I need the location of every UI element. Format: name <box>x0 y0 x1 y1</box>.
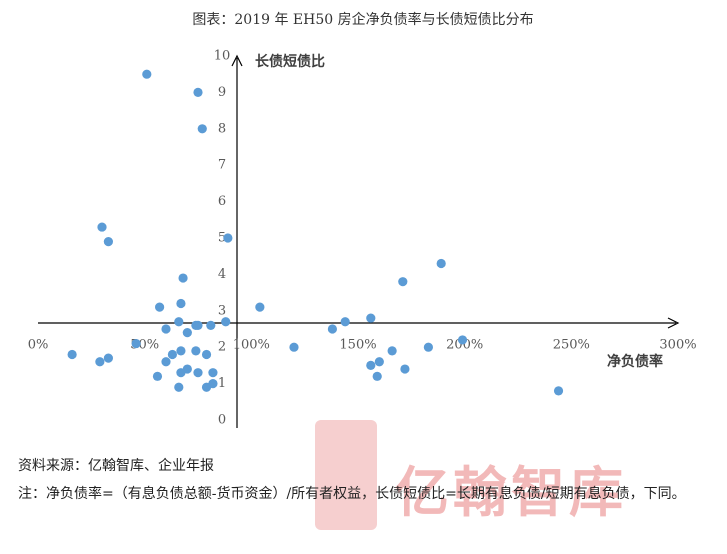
point <box>327 324 337 334</box>
point <box>255 302 265 312</box>
y-tick-label: 0 <box>218 413 226 428</box>
point <box>178 273 188 283</box>
note: 注：净负债率=（有息负债总额-货币资金）/所有者权益，长债短债比=长期有息负债/… <box>18 486 686 502</box>
point <box>372 371 382 381</box>
point <box>103 353 113 363</box>
point <box>103 237 113 247</box>
point <box>142 69 152 79</box>
point <box>208 368 218 378</box>
notes: 资料来源：亿翰智库、企业年报 注：净负债率=（有息负债总额-货币资金）/所有者权… <box>18 452 718 508</box>
y-tick-label: 7 <box>218 158 226 173</box>
point <box>67 349 77 360</box>
x-tick-label: 100% <box>233 338 270 353</box>
y-tick-label: 2 <box>218 340 226 355</box>
point <box>221 317 231 327</box>
x-tick-label: 0% <box>28 338 49 353</box>
x-tick-label: 200% <box>446 338 483 353</box>
y-axis-title: 长债短债比 <box>255 53 325 70</box>
point <box>155 302 165 312</box>
point <box>176 298 186 309</box>
point <box>201 382 212 392</box>
point <box>174 317 184 327</box>
point <box>366 313 376 323</box>
point <box>423 342 433 352</box>
y-tick-label: 10 <box>214 49 231 64</box>
point <box>201 349 212 360</box>
point <box>161 357 171 367</box>
x-axis-arrow <box>667 317 680 329</box>
point <box>206 320 216 330</box>
point <box>131 338 141 349</box>
point <box>167 349 177 360</box>
point <box>152 371 163 381</box>
point <box>174 382 184 392</box>
y-tick-label: 4 <box>218 267 226 282</box>
point <box>193 368 203 378</box>
y-tick-label: 3 <box>218 303 226 318</box>
y-tick-label: 5 <box>218 231 226 246</box>
watermark-logo <box>315 420 377 530</box>
point <box>366 360 376 370</box>
y-tick-label: 1 <box>218 376 226 391</box>
chart-title: 图表：2019 年 EH50 房企净负债率与长债短债比分布 <box>192 11 533 28</box>
point <box>191 346 201 356</box>
y-tick-label: 9 <box>218 85 226 100</box>
point <box>197 124 207 134</box>
point <box>340 317 350 327</box>
point <box>223 233 233 243</box>
point <box>398 277 408 287</box>
point <box>95 357 105 367</box>
point <box>193 320 203 330</box>
chart: 图表：2019 年 EH50 房企净负债率与长债短债比分布 长债短债比 净负债率… <box>28 11 697 428</box>
x-tick-label: 300% <box>659 338 696 353</box>
point <box>176 346 186 356</box>
source: 资料来源：亿翰智库、企业年报 <box>18 458 214 474</box>
point <box>374 357 384 367</box>
point <box>289 342 299 352</box>
point <box>176 368 186 378</box>
point <box>182 328 192 338</box>
x-tick-label: 150% <box>339 338 376 353</box>
point <box>161 324 171 334</box>
y-tick-label: 8 <box>218 121 226 136</box>
watermark: 亿翰智库 <box>395 461 627 524</box>
point <box>553 386 564 396</box>
point <box>387 346 397 356</box>
point <box>193 87 203 97</box>
x-tick-label: 250% <box>553 338 590 353</box>
y-tick-label: 6 <box>218 194 226 209</box>
point <box>97 222 107 232</box>
point <box>400 364 410 374</box>
point <box>457 335 468 345</box>
point <box>436 258 446 269</box>
x-axis-title: 净负债率 <box>607 353 663 370</box>
y-axis-arrow <box>231 54 243 67</box>
